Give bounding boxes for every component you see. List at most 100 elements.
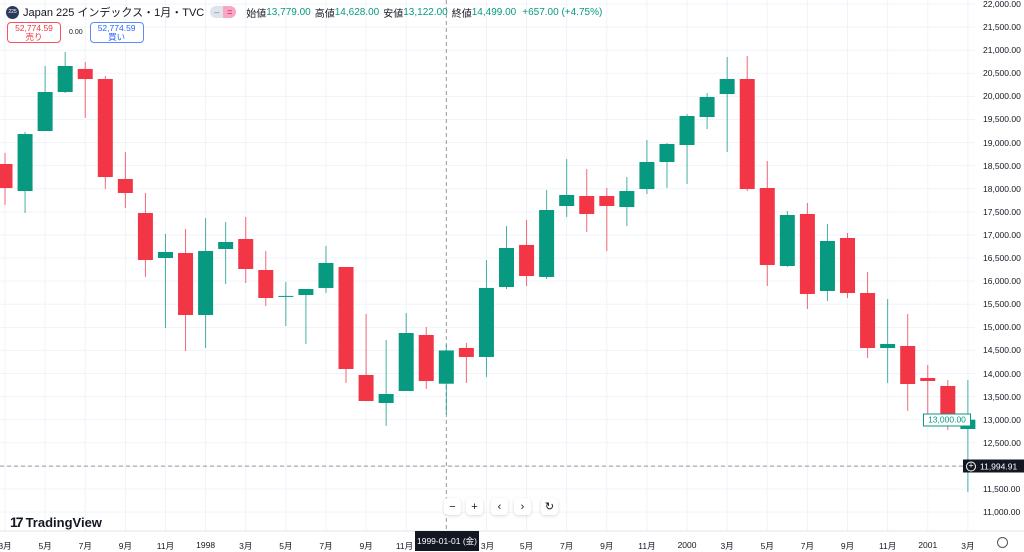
symbol-title[interactable]: Japan 225 インデックス・1月・TVC bbox=[23, 7, 205, 19]
time-tick-label: 2000 bbox=[677, 540, 697, 550]
time-tick-label: 9月 bbox=[600, 541, 614, 551]
time-tick-label: 9月 bbox=[840, 541, 855, 551]
candle-up bbox=[499, 248, 514, 288]
time-tick-label: 11月 bbox=[638, 541, 656, 551]
time-tick-label: 1998 bbox=[196, 540, 216, 550]
time-tick-label: 3月 bbox=[0, 541, 12, 551]
time-tick-label: 2001 bbox=[918, 540, 938, 550]
low-label: 安値 bbox=[383, 8, 404, 20]
candle-down bbox=[759, 188, 775, 266]
time-tick-label: 5月 bbox=[38, 541, 52, 551]
price-tick-label: 20,000.00 bbox=[983, 91, 1021, 102]
high-label: 高値 bbox=[314, 8, 335, 20]
sell-button[interactable]: 52,774.59 売り bbox=[7, 22, 61, 43]
price-tick-label: 16,000.00 bbox=[983, 276, 1021, 287]
candle-up bbox=[880, 344, 896, 349]
candle-up bbox=[278, 295, 294, 297]
candle-up bbox=[478, 287, 494, 357]
candle-up bbox=[619, 191, 635, 208]
candle-up bbox=[218, 242, 234, 249]
price-tick-label: 15,500.00 bbox=[983, 299, 1021, 310]
candle-down bbox=[920, 377, 936, 381]
candle-up bbox=[17, 134, 33, 192]
symbol-logo-icon: 225 bbox=[6, 5, 19, 19]
symbol-legend: 225 Japan 225 インデックス・1月・TVC – = 始値 13,779… bbox=[6, 4, 602, 20]
price-tick-label: 13,000.00 bbox=[983, 414, 1021, 425]
reset-chart-button[interactable]: ↻ bbox=[541, 498, 558, 515]
price-tick-label: 13,500.00 bbox=[983, 391, 1021, 402]
candle-down bbox=[178, 253, 194, 315]
buy-price: 52,774.59 bbox=[97, 23, 136, 33]
price-tick-label: 22,000.00 bbox=[983, 0, 1021, 9]
candle-up bbox=[157, 251, 173, 258]
candle-up bbox=[438, 350, 454, 384]
open-value: 13,779.00 bbox=[266, 6, 311, 18]
candle-down bbox=[799, 213, 815, 294]
candle-down bbox=[117, 179, 133, 194]
candle-down bbox=[258, 270, 274, 298]
candle-down bbox=[579, 196, 595, 214]
price-tick-label: 19,500.00 bbox=[983, 114, 1021, 125]
crosshair-price-tag[interactable]: + 11,994.91 bbox=[963, 459, 1024, 473]
equals-icon[interactable]: = bbox=[223, 6, 237, 18]
candle-down bbox=[739, 79, 755, 189]
tradingview-logo[interactable]: 17 TradingView bbox=[10, 514, 102, 530]
candle-up bbox=[819, 240, 835, 291]
close-label: 終値 bbox=[451, 8, 472, 20]
time-tick-label: 5月 bbox=[279, 541, 293, 551]
low-value: 13,122.00 bbox=[403, 6, 448, 18]
candle-down bbox=[238, 239, 254, 269]
time-tick-label: 9月 bbox=[118, 541, 132, 551]
price-tick-label: 21,500.00 bbox=[983, 22, 1021, 33]
time-tick-label: 11月 bbox=[395, 541, 414, 551]
price-tick-label: 14,500.00 bbox=[983, 345, 1021, 356]
time-tick-label: 5月 bbox=[519, 541, 534, 551]
add-alert-plus-icon[interactable]: + bbox=[966, 461, 976, 472]
change-value: +657.00 (+4.75%) bbox=[522, 6, 603, 18]
tradingview-wordmark: TradingView bbox=[25, 514, 102, 530]
price-tick-label: 17,000.00 bbox=[983, 229, 1021, 240]
time-tick-label: 11月 bbox=[878, 541, 897, 551]
time-tick-label: 9月 bbox=[359, 541, 373, 551]
open-label: 始値 bbox=[246, 8, 267, 20]
candle-down bbox=[458, 347, 474, 357]
spread-value: 0.00 bbox=[69, 29, 83, 36]
crosshair-time-label: 1999-01-01 (金) bbox=[415, 531, 479, 551]
candle-up bbox=[719, 79, 735, 95]
candle-up bbox=[398, 333, 414, 391]
sell-label: 売り bbox=[25, 32, 43, 42]
candle-down bbox=[860, 293, 876, 349]
close-value: 14,499.00 bbox=[471, 6, 517, 18]
trade-buttons: 52,774.59 売り 0.00 52,774.59 買い bbox=[7, 22, 144, 43]
price-tick-label: 11,500.00 bbox=[983, 483, 1021, 494]
candle-up bbox=[298, 288, 314, 295]
time-tick-label: 7月 bbox=[319, 541, 333, 551]
settings-gear-icon[interactable] bbox=[997, 537, 1008, 548]
price-tick-label: 19,000.00 bbox=[983, 137, 1021, 148]
price-tick-label: 15,000.00 bbox=[983, 322, 1021, 333]
time-tick-label: 7月 bbox=[560, 541, 574, 551]
scroll-left-button[interactable]: ‹ bbox=[491, 498, 508, 515]
candle-up bbox=[318, 262, 334, 288]
time-tick-label: 3月 bbox=[480, 541, 495, 551]
price-tick-label: 16,500.00 bbox=[983, 253, 1021, 264]
sell-price: 52,774.59 bbox=[15, 23, 53, 33]
time-tick-label: 7月 bbox=[800, 541, 815, 551]
zoom-out-button[interactable]: − bbox=[444, 498, 461, 515]
minus-icon[interactable]: – bbox=[210, 6, 224, 18]
legend-toggles[interactable]: – = bbox=[210, 6, 237, 18]
scroll-right-button[interactable]: › bbox=[514, 498, 531, 515]
zoom-in-button[interactable]: + bbox=[466, 498, 483, 515]
candle-down bbox=[338, 267, 354, 369]
candle-down bbox=[97, 79, 113, 178]
candle-down bbox=[358, 374, 374, 401]
time-tick-label: 11月 bbox=[156, 541, 175, 551]
candle-down bbox=[77, 68, 93, 80]
candle-down bbox=[900, 345, 916, 384]
buy-button[interactable]: 52,774.59 買い bbox=[89, 22, 144, 43]
candle-down bbox=[519, 244, 535, 277]
candle-up bbox=[198, 250, 214, 315]
price-tick-label: 20,500.00 bbox=[983, 68, 1021, 79]
price-tick-label: 21,000.00 bbox=[983, 45, 1021, 56]
